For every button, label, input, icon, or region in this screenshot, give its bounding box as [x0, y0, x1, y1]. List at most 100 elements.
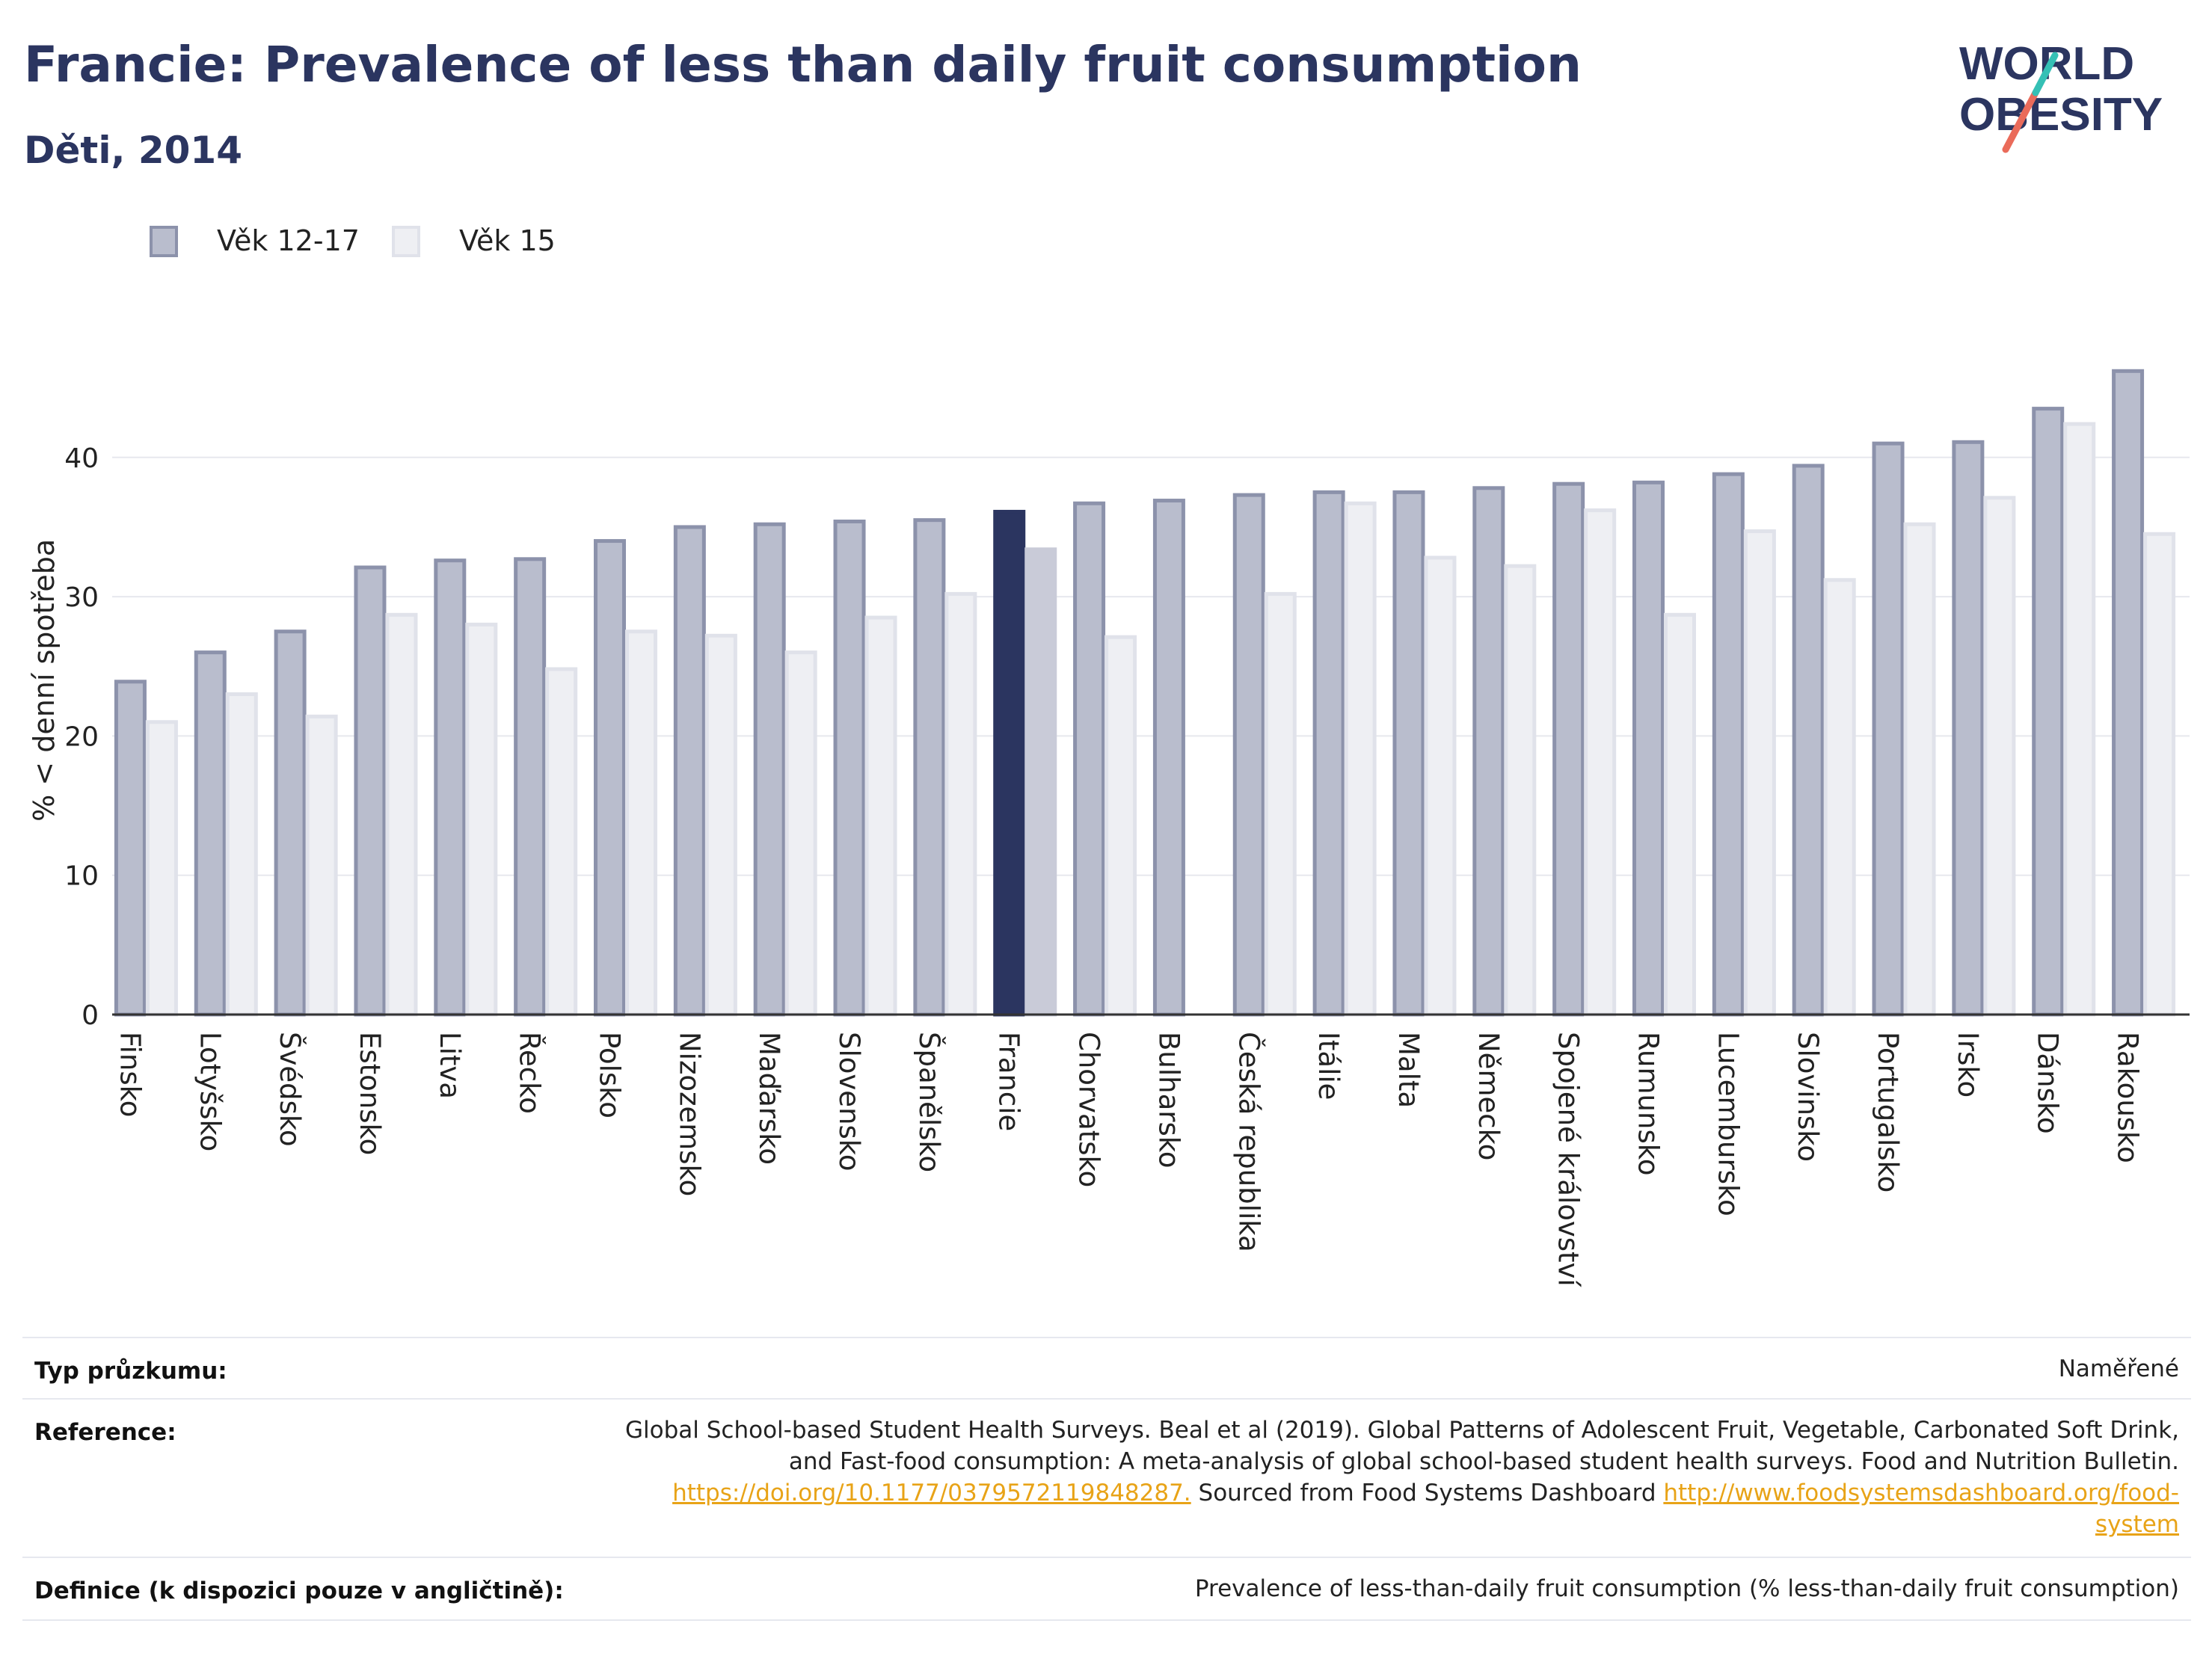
bar-age-15: [305, 714, 338, 1017]
x-tick-label: Finsko: [114, 1032, 146, 1117]
bar-age-15: [2063, 422, 2096, 1017]
bar-age-12-17: [1632, 480, 1665, 1017]
bar-age-12-17: [753, 522, 786, 1017]
bar-age-15: [385, 612, 418, 1017]
page-subtitle: Děti, 2014: [24, 129, 243, 172]
x-tick-label: Řecko: [514, 1032, 547, 1114]
bar-chart: 0 10 20 30 40 % < denní spotřeba Finsko Lotyšsk…: [28, 369, 2190, 1287]
bar-age-12-17: [1872, 441, 1905, 1017]
x-tick-label: Bulharsko: [1152, 1032, 1185, 1168]
bar-age-15: [944, 591, 977, 1017]
bar-age-15: [704, 633, 737, 1017]
x-tick-label: Francie: [993, 1032, 1025, 1131]
legend-label-series-2: Věk 15: [459, 224, 556, 257]
bar-age-12-17: [1073, 501, 1106, 1017]
footer-row-definition: Definice (k dispozici pouze v angličtině…: [22, 1557, 2191, 1621]
bar-age-12-17: [1552, 481, 1585, 1017]
bar-age-15: [1344, 501, 1377, 1017]
y-tick-label: 0: [82, 1000, 99, 1031]
bar-age-15: [2143, 532, 2176, 1017]
page-title: Francie: Prevalence of less than daily f…: [24, 36, 1582, 93]
reference-doi-link[interactable]: https://doi.org/10.1177/0379572119848287…: [672, 1480, 1191, 1506]
reference-sourced-text: Sourced from Food Systems Dashboard: [1191, 1480, 1664, 1506]
bar-age-15: [465, 622, 498, 1017]
x-tick-label: Maďarsko: [753, 1032, 785, 1165]
survey-type-value: Naměřené: [2058, 1355, 2179, 1382]
x-tick-label: Litva: [434, 1032, 466, 1099]
y-tick-label: 40: [64, 443, 99, 474]
legend-swatch-series-2: [392, 226, 420, 257]
x-tick-label: Lotyšsko: [194, 1032, 226, 1151]
bar-age-12-17: [1792, 464, 1825, 1017]
reference-line-1: Global School-based Student Health Surve…: [625, 1417, 2179, 1444]
bar-age-12-17: [354, 565, 387, 1017]
y-tick-label: 30: [64, 582, 99, 613]
definition-value: Prevalence of less-than-daily fruit cons…: [1194, 1575, 2179, 1602]
x-tick-label: Nizozemsko: [673, 1032, 705, 1196]
survey-type-label: Typ průzkumu:: [34, 1358, 227, 1385]
x-tick-label: Rakousko: [2112, 1032, 2144, 1163]
bar-age-12-17: [2112, 369, 2145, 1017]
bar-age-12-17: [1392, 490, 1425, 1017]
bar-age-12-17: [274, 630, 307, 1017]
bar-age-15: [1983, 496, 2016, 1017]
bar-age-12-17: [1232, 493, 1265, 1017]
bar-age-12-17: [2032, 407, 2065, 1017]
bar-age-12-17: [913, 518, 946, 1017]
bar-age-12-17: [1152, 499, 1185, 1017]
reference-dashboard-link-cont[interactable]: system: [2095, 1511, 2179, 1538]
x-tick-label: Španělsko: [913, 1032, 946, 1172]
x-tick-label: Polsko: [594, 1032, 626, 1118]
world-obesity-logo: WORLD OBESITY: [1959, 38, 2163, 153]
x-tick-label: Spojené království: [1552, 1032, 1585, 1287]
bar-age-12-17: [114, 680, 147, 1017]
reference-line-2: and Fast-food consumption: A meta-analys…: [788, 1448, 2179, 1475]
bar-age-15: [545, 667, 578, 1017]
definition-label: Definice (k dispozici pouze v angličtině…: [34, 1577, 564, 1604]
bar-age-12-17: [194, 650, 227, 1017]
x-tick-label: Rumunsko: [1632, 1032, 1665, 1175]
x-tick-label: Švédsko: [274, 1032, 307, 1147]
bar-age-15: [1664, 612, 1696, 1017]
x-tick-label: Chorvatsko: [1073, 1032, 1105, 1187]
bar-age-12-17: [1712, 472, 1745, 1017]
x-tick-label: Estonsko: [354, 1032, 386, 1155]
bar-age-12-17: [1472, 486, 1505, 1017]
bar-age-12-17: [1312, 490, 1345, 1017]
bar-age-15: [784, 650, 817, 1017]
bar-age-12-17: [514, 557, 547, 1017]
bar-age-15: [1424, 555, 1457, 1017]
x-tick-label: Německo: [1472, 1032, 1505, 1160]
bar-age-15: [1504, 564, 1537, 1017]
x-tick-label: Malta: [1392, 1032, 1425, 1108]
footer-row-survey: Typ průzkumu: Naměřené: [22, 1337, 2191, 1400]
y-axis-label: % < denní spotřeba: [28, 539, 61, 822]
x-tick-label: Itálie: [1312, 1032, 1345, 1100]
x-tick-label: Dánsko: [2032, 1032, 2064, 1134]
bar-age-15: [1264, 591, 1297, 1017]
x-tick-label: Lucembursko: [1712, 1032, 1744, 1216]
reference-text: Global School-based Student Health Surve…: [625, 1415, 2179, 1540]
legend-swatch-series-1: [150, 226, 178, 257]
reference-line-3: https://doi.org/10.1177/0379572119848287…: [625, 1477, 2179, 1509]
x-tick-label: Česká republika: [1232, 1032, 1265, 1252]
bar-age-12-17: [1952, 440, 1985, 1017]
bar-age-12-17: [673, 525, 706, 1017]
reference-dashboard-link[interactable]: http://www.foodsystemsdashboard.org/food…: [1663, 1480, 2179, 1506]
bar-age-15: [1024, 547, 1057, 1017]
bar-age-12-17: [594, 539, 626, 1017]
x-tick-label: Slovinsko: [1792, 1032, 1824, 1162]
bar-age-15: [625, 630, 657, 1017]
bar-age-12-17: [833, 519, 866, 1017]
reference-line-4: system: [625, 1509, 2179, 1540]
y-tick-label: 20: [64, 721, 99, 752]
bar-age-15: [145, 720, 178, 1017]
bar-age-15: [1584, 508, 1617, 1017]
bar-age-12-17: [993, 509, 1026, 1017]
x-tick-label: Slovensko: [833, 1032, 865, 1172]
footer-row-reference: Reference: Global School-based Student H…: [22, 1398, 2191, 1558]
svg-text:OBESITY: OBESITY: [1959, 89, 2163, 141]
bar-age-15: [864, 615, 897, 1017]
x-tick-label: Irsko: [1952, 1032, 1984, 1098]
legend-label-series-1: Věk 12-17: [217, 224, 360, 257]
